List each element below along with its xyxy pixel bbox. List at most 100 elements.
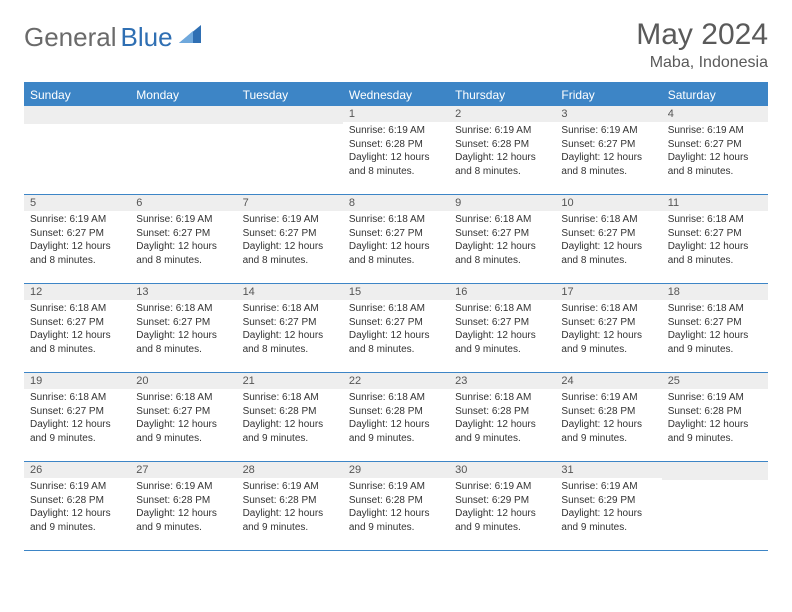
sunrise-text: Sunrise: 6:19 AM [561,391,655,405]
day-number: 31 [555,462,661,478]
day-number: 16 [449,284,555,300]
calendar-week-row: 26Sunrise: 6:19 AMSunset: 6:28 PMDayligh… [24,462,768,551]
sunset-text: Sunset: 6:27 PM [136,227,230,241]
day-details: Sunrise: 6:18 AMSunset: 6:27 PMDaylight:… [130,300,236,360]
sunrise-text: Sunrise: 6:18 AM [668,302,762,316]
day-number: 29 [343,462,449,478]
sunrise-text: Sunrise: 6:19 AM [561,124,655,138]
daylight-text: Daylight: 12 hours and 8 minutes. [30,240,124,267]
sunrise-text: Sunrise: 6:18 AM [243,302,337,316]
day-number: 28 [237,462,343,478]
day-details: Sunrise: 6:19 AMSunset: 6:28 PMDaylight:… [343,122,449,182]
sunset-text: Sunset: 6:27 PM [455,227,549,241]
day-details: Sunrise: 6:19 AMSunset: 6:27 PMDaylight:… [555,122,661,182]
sunset-text: Sunset: 6:29 PM [455,494,549,508]
daylight-text: Daylight: 12 hours and 9 minutes. [561,507,655,534]
daylight-text: Daylight: 12 hours and 9 minutes. [349,418,443,445]
day-details: Sunrise: 6:18 AMSunset: 6:27 PMDaylight:… [555,211,661,271]
day-details: Sunrise: 6:19 AMSunset: 6:27 PMDaylight:… [662,122,768,182]
logo-text-general: General [24,22,117,53]
sunset-text: Sunset: 6:27 PM [349,227,443,241]
daylight-text: Daylight: 12 hours and 9 minutes. [243,418,337,445]
sunset-text: Sunset: 6:27 PM [561,316,655,330]
day-details: Sunrise: 6:19 AMSunset: 6:28 PMDaylight:… [24,478,130,538]
daylight-text: Daylight: 12 hours and 8 minutes. [455,151,549,178]
sunset-text: Sunset: 6:28 PM [136,494,230,508]
calendar-day-cell: 14Sunrise: 6:18 AMSunset: 6:27 PMDayligh… [237,284,343,373]
calendar-day-cell: 25Sunrise: 6:19 AMSunset: 6:28 PMDayligh… [662,373,768,462]
title-block: May 2024 Maba, Indonesia [636,18,768,72]
sunset-text: Sunset: 6:27 PM [668,138,762,152]
daylight-text: Daylight: 12 hours and 9 minutes. [349,507,443,534]
daylight-text: Daylight: 12 hours and 9 minutes. [455,507,549,534]
day-details [130,124,236,190]
sunrise-text: Sunrise: 6:19 AM [668,124,762,138]
daylight-text: Daylight: 12 hours and 8 minutes. [668,240,762,267]
sunset-text: Sunset: 6:28 PM [349,405,443,419]
sunrise-text: Sunrise: 6:18 AM [243,391,337,405]
day-number: 21 [237,373,343,389]
calendar-day-cell: 21 Sunrise: 6:18 AMSunset: 6:28 PMDayligh… [237,373,343,462]
day-details: Sunrise: 6:19 AMSunset: 6:29 PMDaylight:… [555,478,661,538]
sunrise-text: Sunrise: 6:19 AM [455,124,549,138]
daylight-text: Daylight: 12 hours and 9 minutes. [668,418,762,445]
calendar-week-row: 12Sunrise: 6:18 AMSunset: 6:27 PMDayligh… [24,284,768,373]
calendar-page: General Blue May 2024 Maba, Indonesia Su… [0,0,792,612]
logo: General Blue [24,22,201,53]
day-number: 24 [555,373,661,389]
month-title: May 2024 [636,18,768,52]
day-number: 25 [662,373,768,389]
sunset-text: Sunset: 6:27 PM [243,316,337,330]
day-details: Sunrise: 6:18 AMSunset: 6:28 PMDaylight:… [449,389,555,449]
calendar-day-cell: 15Sunrise: 6:18 AMSunset: 6:27 PMDayligh… [343,284,449,373]
sunrise-text: Sunrise: 6:18 AM [349,391,443,405]
day-number: 12 [24,284,130,300]
daylight-text: Daylight: 12 hours and 9 minutes. [668,329,762,356]
calendar-day-cell: 30Sunrise: 6:19 AMSunset: 6:29 PMDayligh… [449,462,555,551]
calendar-day-cell: 18 Sunrise: 6:18 AMSunset: 6:27 PMDayligh… [662,284,768,373]
day-number: 18 [662,284,768,300]
sunrise-text: Sunrise: 6:18 AM [136,302,230,316]
calendar-day-cell: 4Sunrise: 6:19 AMSunset: 6:27 PMDaylight… [662,106,768,195]
day-details: Sunrise: 6:19 AMSunset: 6:28 PMDaylight:… [449,122,555,182]
day-number: 8 [343,195,449,211]
day-details: Sunrise: 6:18 AMSunset: 6:27 PMDaylight:… [662,211,768,271]
day-header-row: Sunday Monday Tuesday Wednesday Thursday… [24,83,768,106]
sunset-text: Sunset: 6:28 PM [243,405,337,419]
sunrise-text: Sunrise: 6:18 AM [561,302,655,316]
sunset-text: Sunset: 6:27 PM [668,316,762,330]
calendar-table: Sunday Monday Tuesday Wednesday Thursday… [24,82,768,551]
calendar-day-cell: 10Sunrise: 6:18 AMSunset: 6:27 PMDayligh… [555,195,661,284]
sunset-text: Sunset: 6:28 PM [561,405,655,419]
day-number: 2 [449,106,555,122]
day-details: Sunrise: 6:19 AMSunset: 6:27 PMDaylight:… [237,211,343,271]
sunset-text: Sunset: 6:28 PM [349,494,443,508]
sunrise-text: Sunrise: 6:18 AM [668,213,762,227]
day-number: 30 [449,462,555,478]
sunrise-text: Sunrise: 6:18 AM [455,302,549,316]
day-number: 5 [24,195,130,211]
day-details: Sunrise: 6:18 AMSunset: 6:27 PMDaylight:… [24,300,130,360]
calendar-week-row: 5Sunrise: 6:19 AMSunset: 6:27 PMDaylight… [24,195,768,284]
day-details: Sunrise: 6:18 AMSunset: 6:27 PMDaylight:… [237,300,343,360]
daylight-text: Daylight: 12 hours and 8 minutes. [455,240,549,267]
day-header: Sunday [24,83,130,106]
sunset-text: Sunset: 6:28 PM [455,405,549,419]
day-number: 20 [130,373,236,389]
day-details: Sunrise: 6:19 AMSunset: 6:28 PMDaylight:… [662,389,768,449]
calendar-day-cell: 23Sunrise: 6:18 AMSunset: 6:28 PMDayligh… [449,373,555,462]
daylight-text: Daylight: 12 hours and 9 minutes. [243,507,337,534]
sunset-text: Sunset: 6:28 PM [30,494,124,508]
calendar-day-cell: 8Sunrise: 6:18 AMSunset: 6:27 PMDaylight… [343,195,449,284]
day-details [662,480,768,546]
calendar-day-cell: 7Sunrise: 6:19 AMSunset: 6:27 PMDaylight… [237,195,343,284]
sunrise-text: Sunrise: 6:18 AM [561,213,655,227]
day-number [662,462,768,480]
sunrise-text: Sunrise: 6:19 AM [349,480,443,494]
daylight-text: Daylight: 12 hours and 8 minutes. [349,329,443,356]
calendar-day-cell: 26Sunrise: 6:19 AMSunset: 6:28 PMDayligh… [24,462,130,551]
calendar-day-cell: 12Sunrise: 6:18 AMSunset: 6:27 PMDayligh… [24,284,130,373]
sunrise-text: Sunrise: 6:19 AM [243,213,337,227]
day-number: 14 [237,284,343,300]
calendar-day-cell [24,106,130,195]
